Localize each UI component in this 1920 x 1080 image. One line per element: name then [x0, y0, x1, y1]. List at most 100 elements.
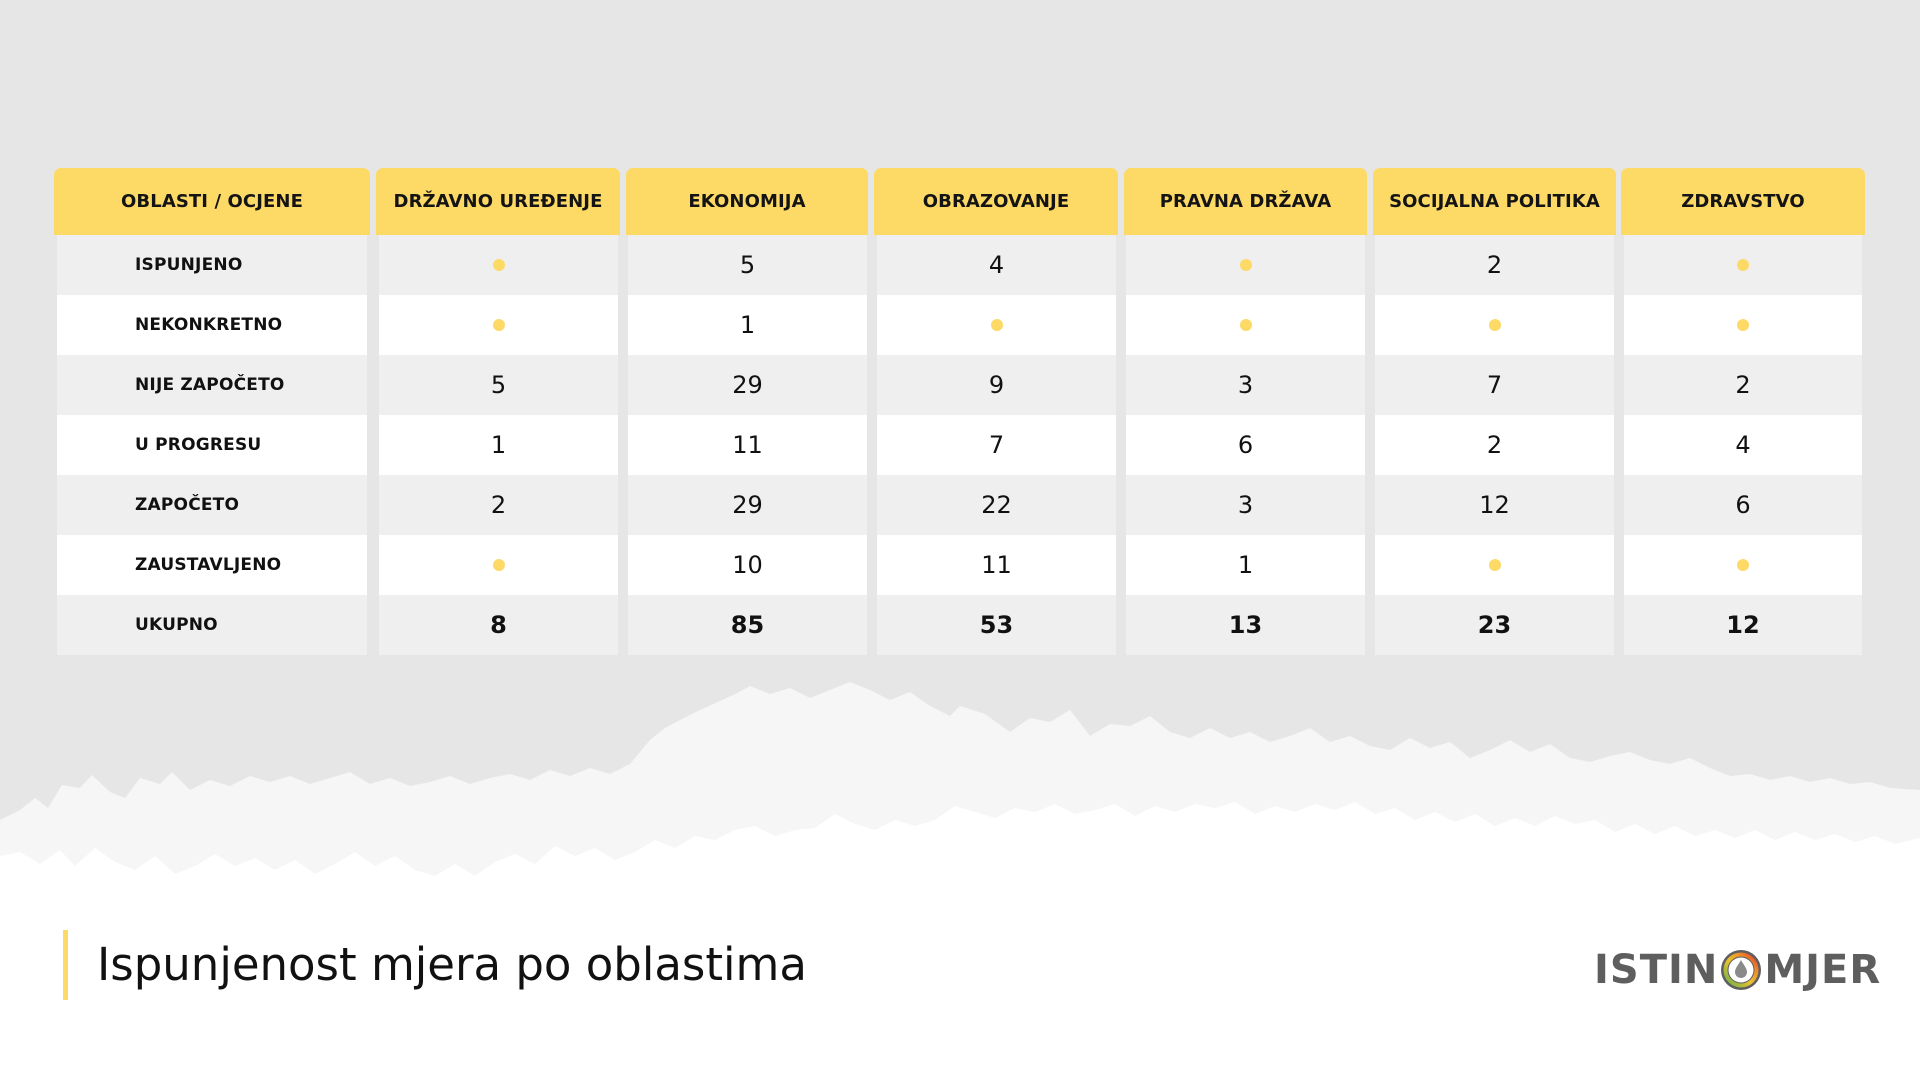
cell-value: 13	[1228, 611, 1263, 639]
value-cell: 10	[628, 535, 867, 595]
value-cell: 22	[877, 475, 1116, 535]
logo-text-left: ISTIN	[1594, 947, 1719, 993]
cell-value: 23	[1477, 611, 1512, 639]
cell-value: 4	[1735, 431, 1751, 459]
value-cell	[379, 535, 618, 595]
value-cell: 2	[379, 475, 618, 535]
header-socijalna-politika: SOCIJALNA POLITIKA	[1373, 168, 1616, 235]
cell-value: 5	[490, 371, 507, 399]
header-obrazovanje: OBRAZOVANJE	[874, 168, 1118, 235]
cell-value: 2	[1486, 251, 1503, 279]
cell-value: 12	[1726, 611, 1760, 639]
value-cell: 7	[877, 415, 1116, 475]
row-label: ISPUNJENO	[57, 235, 367, 295]
value-cell: 9	[877, 355, 1116, 415]
cell-value: 10	[732, 551, 763, 579]
value-cell: 3	[1126, 355, 1365, 415]
value-cell	[1375, 535, 1614, 595]
value-cell: 1	[379, 415, 618, 475]
cell-value: 6	[1237, 431, 1254, 459]
cell-value: 7	[988, 431, 1005, 459]
cell-value: 2	[1735, 371, 1751, 399]
header-ekonomija: EKONOMIJA	[626, 168, 868, 235]
istinomjer-logo: ISTIN MJER	[1594, 947, 1882, 993]
cell-value: 29	[732, 371, 763, 399]
value-cell: 2	[1624, 355, 1862, 415]
empty-dot-icon	[990, 319, 1003, 331]
empty-dot-icon	[1737, 319, 1749, 331]
value-cell: 4	[877, 235, 1116, 295]
empty-dot-icon	[1239, 259, 1252, 271]
cell-value: 3	[1237, 491, 1254, 519]
value-cell: 29	[628, 475, 867, 535]
value-cell	[1624, 235, 1862, 295]
value-cell: 1	[628, 295, 867, 355]
header-pravna-drzava: PRAVNA DRŽAVA	[1124, 168, 1367, 235]
dial-droplet-icon	[1721, 950, 1762, 990]
value-cell: 7	[1375, 355, 1614, 415]
empty-dot-icon	[492, 319, 505, 331]
header-corner: OBLASTI / OCJENE	[54, 168, 370, 235]
empty-dot-icon	[1488, 319, 1501, 331]
value-cell: 4	[1624, 415, 1862, 475]
cell-value: 2	[490, 491, 507, 519]
value-cell	[1624, 535, 1862, 595]
cell-value: 3	[1237, 371, 1254, 399]
logo-text-right: MJER	[1764, 947, 1882, 993]
cell-value: 1	[1237, 551, 1254, 579]
value-cell: 5	[628, 235, 867, 295]
value-cell	[379, 235, 618, 295]
header-zdravstvo: ZDRAVSTVO	[1621, 168, 1865, 235]
value-cell: 11	[628, 415, 867, 475]
value-cell: 6	[1624, 475, 1862, 535]
value-cell: 5	[379, 355, 618, 415]
cell-value: 12	[1479, 491, 1510, 519]
cell-value: 6	[1735, 491, 1751, 519]
value-cell: 3	[1126, 475, 1365, 535]
total-cell: 53	[877, 595, 1116, 655]
empty-dot-icon	[492, 559, 505, 571]
value-cell	[1126, 235, 1365, 295]
title-accent-bar	[63, 930, 68, 1000]
value-cell: 11	[877, 535, 1116, 595]
value-cell: 12	[1375, 475, 1614, 535]
row-label: UKUPNO	[57, 595, 367, 655]
value-cell: 2	[1375, 415, 1614, 475]
value-cell	[1126, 295, 1365, 355]
row-label: U PROGRESU	[57, 415, 367, 475]
cell-value: 2	[1486, 431, 1503, 459]
value-cell	[379, 295, 618, 355]
cell-value: 11	[732, 431, 763, 459]
value-cell: 29	[628, 355, 867, 415]
cell-value: 11	[981, 551, 1012, 579]
cell-value: 29	[732, 491, 763, 519]
value-cell	[877, 295, 1116, 355]
cell-value: 7	[1486, 371, 1503, 399]
cell-value: 5	[739, 251, 756, 279]
total-cell: 85	[628, 595, 867, 655]
page-title: Ispunjenost mjera po oblastima	[97, 938, 807, 991]
value-cell: 1	[1126, 535, 1365, 595]
header-drzavno-uredjenje: DRŽAVNO UREĐENJE	[376, 168, 620, 235]
cell-value: 53	[979, 611, 1014, 639]
row-label: ZAUSTAVLJENO	[57, 535, 367, 595]
cell-value: 85	[730, 611, 765, 639]
measures-table: OBLASTI / OCJENE DRŽAVNO UREĐENJE EKONOM…	[54, 168, 1865, 655]
row-label: ZAPOČETO	[57, 475, 367, 535]
total-cell: 8	[379, 595, 618, 655]
cell-value: 8	[490, 611, 507, 639]
empty-dot-icon	[1737, 259, 1749, 271]
total-cell: 23	[1375, 595, 1614, 655]
empty-dot-icon	[1239, 319, 1252, 331]
value-cell	[1375, 295, 1614, 355]
cell-value: 9	[988, 371, 1005, 399]
row-label: NEKONKRETNO	[57, 295, 367, 355]
cell-value: 1	[739, 311, 756, 339]
value-cell: 2	[1375, 235, 1614, 295]
value-cell: 6	[1126, 415, 1365, 475]
empty-dot-icon	[492, 259, 505, 271]
total-cell: 13	[1126, 595, 1365, 655]
row-label: NIJE ZAPOČETO	[57, 355, 367, 415]
cell-value: 22	[981, 491, 1012, 519]
empty-dot-icon	[1737, 559, 1749, 571]
